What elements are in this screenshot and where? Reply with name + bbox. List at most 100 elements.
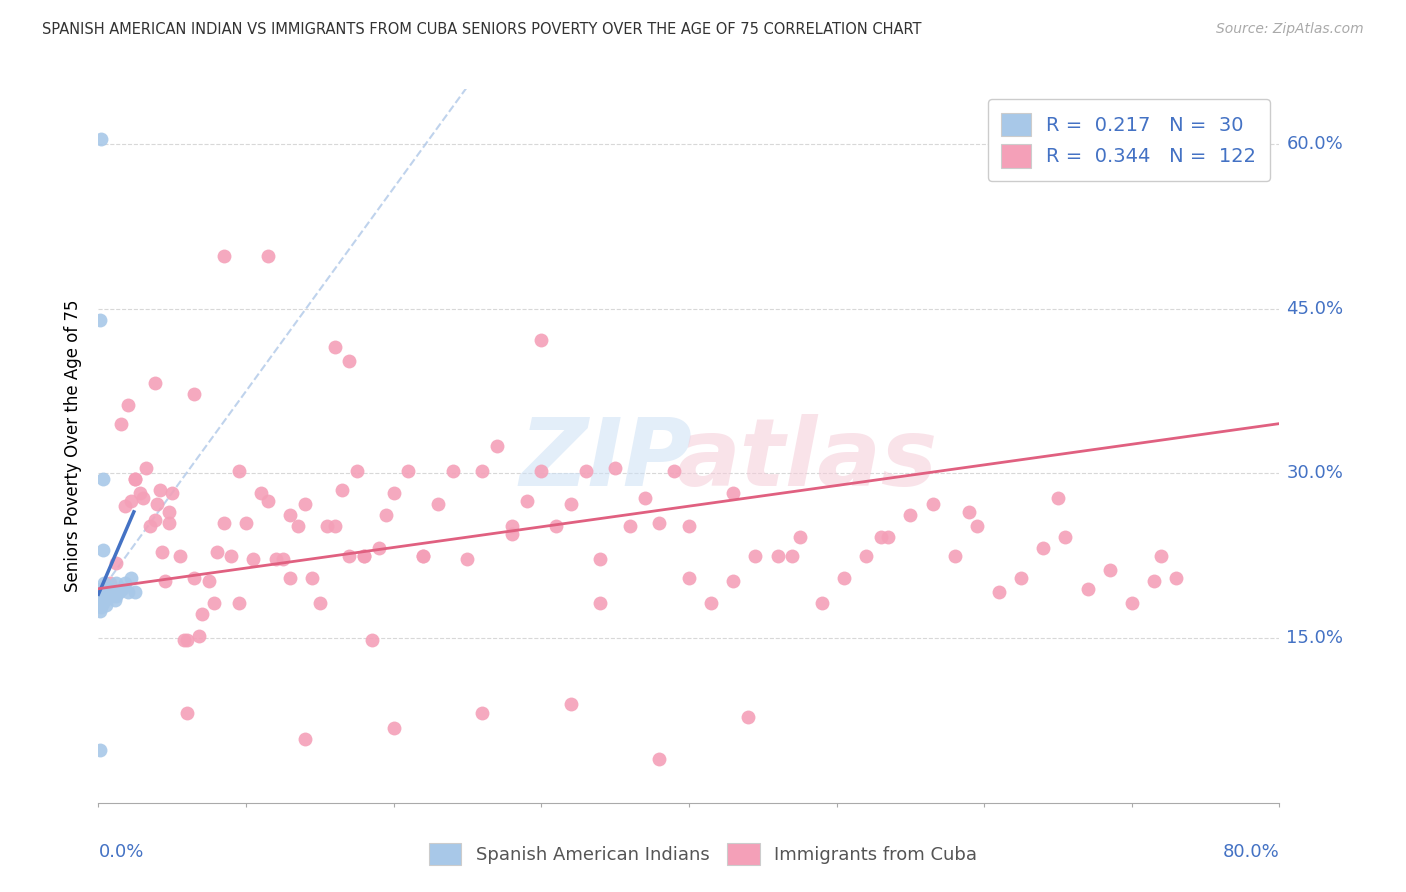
Point — [117, 398, 139, 412]
Point — [782, 549, 804, 563]
Point — [205, 545, 228, 559]
Point — [471, 706, 494, 720]
Point — [294, 732, 316, 747]
Point — [91, 472, 114, 486]
Point — [271, 552, 294, 566]
Point — [105, 576, 128, 591]
Point — [157, 505, 180, 519]
Point — [560, 497, 582, 511]
Point — [132, 491, 155, 505]
Point — [242, 552, 264, 566]
Text: 15.0%: 15.0% — [1286, 629, 1344, 647]
Point — [94, 590, 117, 604]
Point — [619, 519, 641, 533]
Point — [1046, 491, 1069, 505]
Point — [375, 508, 398, 523]
Point — [187, 629, 209, 643]
Point — [301, 571, 323, 585]
Point — [219, 549, 242, 563]
Point — [700, 596, 723, 610]
Point — [228, 596, 250, 610]
Point — [287, 519, 309, 533]
Point — [169, 549, 191, 563]
Point — [346, 464, 368, 478]
Point — [1054, 530, 1077, 544]
Point — [111, 582, 134, 596]
Point — [396, 464, 419, 478]
Point — [337, 549, 360, 563]
Point — [150, 545, 173, 559]
Point — [855, 549, 877, 563]
Point — [120, 494, 142, 508]
Point — [987, 585, 1010, 599]
Point — [173, 633, 195, 648]
Point — [921, 497, 943, 511]
Point — [94, 598, 117, 612]
Point — [427, 497, 450, 511]
Point — [544, 519, 567, 533]
Point — [250, 486, 273, 500]
Point — [1098, 563, 1121, 577]
Point — [309, 596, 332, 610]
Legend: R =  0.217   N =  30, R =  0.344   N =  122: R = 0.217 N = 30, R = 0.344 N = 122 — [988, 99, 1270, 181]
Point — [135, 461, 157, 475]
Point — [877, 530, 900, 544]
Point — [560, 697, 582, 711]
Point — [486, 439, 509, 453]
Point — [153, 574, 176, 588]
Point — [360, 633, 382, 648]
Point — [110, 417, 132, 431]
Point — [1032, 541, 1054, 555]
Point — [737, 710, 759, 724]
Text: 45.0%: 45.0% — [1286, 300, 1344, 318]
Text: Source: ZipAtlas.com: Source: ZipAtlas.com — [1216, 22, 1364, 37]
Point — [105, 590, 128, 604]
Point — [278, 571, 302, 585]
Point — [93, 576, 115, 591]
Point — [198, 574, 221, 588]
Point — [108, 585, 131, 599]
Point — [124, 472, 146, 486]
Point — [124, 585, 146, 599]
Text: ZIP: ZIP — [520, 414, 693, 507]
Point — [382, 721, 405, 735]
Point — [943, 549, 966, 563]
Point — [157, 516, 180, 530]
Point — [1077, 582, 1099, 596]
Point — [337, 354, 360, 368]
Point — [501, 519, 523, 533]
Point — [191, 607, 214, 621]
Point — [91, 585, 114, 599]
Point — [648, 752, 671, 766]
Point — [810, 596, 832, 610]
Point — [648, 516, 671, 530]
Point — [471, 464, 494, 478]
Text: SPANISH AMERICAN INDIAN VS IMMIGRANTS FROM CUBA SENIORS POVERTY OVER THE AGE OF : SPANISH AMERICAN INDIAN VS IMMIGRANTS FR… — [42, 22, 922, 37]
Point — [744, 549, 766, 563]
Point — [605, 461, 627, 475]
Point — [515, 494, 537, 508]
Point — [721, 574, 744, 588]
Point — [105, 557, 128, 571]
Point — [789, 530, 811, 544]
Point — [96, 590, 118, 604]
Y-axis label: Seniors Poverty Over the Age of 75: Seniors Poverty Over the Age of 75 — [65, 300, 83, 592]
Point — [766, 549, 789, 563]
Point — [202, 596, 225, 610]
Point — [664, 464, 686, 478]
Point — [90, 600, 112, 615]
Point — [966, 519, 988, 533]
Point — [93, 592, 115, 607]
Point — [91, 543, 114, 558]
Text: atlas: atlas — [676, 414, 938, 507]
Point — [228, 464, 250, 478]
Point — [330, 483, 353, 497]
Point — [441, 464, 464, 478]
Point — [294, 497, 316, 511]
Point — [96, 582, 118, 596]
Point — [456, 552, 478, 566]
Point — [176, 633, 198, 648]
Point — [89, 582, 111, 596]
Point — [264, 552, 287, 566]
Point — [143, 376, 166, 391]
